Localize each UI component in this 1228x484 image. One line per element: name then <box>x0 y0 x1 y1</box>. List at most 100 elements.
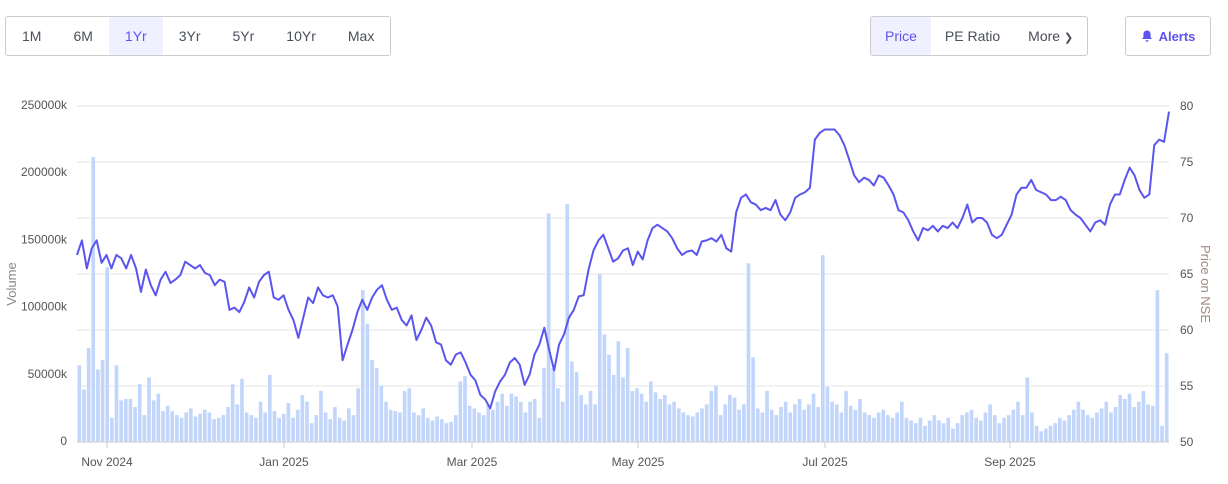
range-tab-1yr[interactable]: 1Yr <box>108 17 163 55</box>
more-dropdown[interactable]: More ❯ <box>1014 17 1087 55</box>
volume-bar <box>123 398 128 442</box>
volume-bar <box>532 398 537 442</box>
volume-bar <box>607 354 611 442</box>
volume-bar <box>258 401 263 442</box>
volume-bar <box>523 412 528 442</box>
y-left-tick: 50000k <box>28 367 68 381</box>
volume-bar <box>398 412 402 442</box>
range-tab-max[interactable]: Max <box>347 28 375 44</box>
volume-bar <box>114 365 119 442</box>
volume-bar <box>765 390 769 442</box>
volume-bar <box>755 408 760 442</box>
volume-bar <box>505 405 509 442</box>
volume-bar <box>960 415 965 442</box>
volume-bar <box>602 334 607 442</box>
volume-bar <box>500 393 505 442</box>
volume-bar <box>356 388 360 442</box>
volume-bar <box>495 401 500 442</box>
volume-bar <box>1011 409 1016 442</box>
volume-bar <box>797 398 802 442</box>
volume-bar <box>268 374 272 442</box>
volume-bar <box>528 401 532 442</box>
range-tab-10yr[interactable]: 10Yr <box>286 28 316 44</box>
volume-bar <box>281 413 286 442</box>
volume-bar <box>221 415 226 442</box>
volume-bar <box>913 423 918 442</box>
volume-bar <box>226 407 230 442</box>
volume-bar <box>1057 417 1062 442</box>
volume-bar <box>1164 353 1169 442</box>
volume-bar <box>272 411 277 442</box>
volume-bar <box>872 417 876 442</box>
volume-bar <box>486 404 491 442</box>
y-left-label: Volume <box>4 262 19 305</box>
volume-bar <box>514 396 518 442</box>
volume-bar <box>904 417 909 442</box>
volume-bar <box>811 393 816 442</box>
range-tab-5yr[interactable]: 5Yr <box>232 28 255 44</box>
volume-bar <box>639 393 644 442</box>
alerts-button[interactable]: Alerts <box>1125 16 1211 56</box>
volume-bar <box>137 384 142 442</box>
volume-bar <box>621 377 625 442</box>
volume-bar <box>370 360 374 442</box>
volume-bar <box>686 415 690 442</box>
volume-bar <box>1039 431 1044 442</box>
range-tab-3yr[interactable]: 3Yr <box>178 28 201 44</box>
volume-bar <box>751 357 755 442</box>
volume-bar <box>834 404 839 442</box>
tab-pe-ratio[interactable]: PE Ratio <box>944 28 1001 44</box>
volume-bar <box>853 409 858 442</box>
y-right-tick: 70 <box>1180 211 1194 225</box>
volume-bar <box>151 400 156 442</box>
volume-bar <box>1030 412 1034 442</box>
volume-bar <box>175 415 179 442</box>
volume-bar <box>876 412 881 442</box>
volume-bar <box>932 415 937 442</box>
volume-bar <box>347 408 351 442</box>
y-right-tick: 65 <box>1180 267 1194 281</box>
y-right-tick: 55 <box>1180 379 1194 393</box>
volume-bar <box>672 401 676 442</box>
volume-bar <box>481 415 486 442</box>
volume-bar <box>723 404 728 442</box>
volume-bar <box>314 415 319 442</box>
volume-bar <box>1085 415 1090 442</box>
y-right-tick: 75 <box>1180 155 1194 169</box>
volume-bar <box>202 409 207 442</box>
volume-bar <box>291 417 295 442</box>
volume-bar <box>714 385 718 442</box>
range-tab-1m[interactable]: 1M <box>22 28 42 44</box>
volume-bar <box>82 389 86 442</box>
volume-bar <box>309 423 314 442</box>
volume-bar <box>695 412 700 442</box>
volume-bar <box>393 411 398 442</box>
volume-bar <box>305 401 309 442</box>
volume-bar <box>662 394 667 442</box>
volume-bar <box>1113 407 1118 442</box>
volume-bar <box>941 423 946 442</box>
volume-bar <box>704 404 709 442</box>
volume-bar <box>351 415 356 442</box>
range-tab-6m[interactable]: 6M <box>73 28 93 44</box>
volume-bar <box>899 401 904 442</box>
volume-bar <box>909 420 913 442</box>
price-line <box>76 111 1170 410</box>
volume-bar <box>1141 390 1146 442</box>
volume-bar <box>997 423 1002 442</box>
volume-bar <box>741 404 746 442</box>
volume-bar <box>978 420 983 442</box>
volume-bar <box>300 394 305 442</box>
tab-price[interactable]: Price <box>871 17 931 55</box>
volume-bar <box>235 404 240 442</box>
volume-bar <box>1104 401 1109 442</box>
chevron-down-icon: ❯ <box>1063 32 1074 44</box>
volume-bar <box>254 417 258 442</box>
volume-bar <box>1076 401 1081 442</box>
volume-bar <box>635 388 639 442</box>
volume-bar <box>463 376 467 442</box>
volume-bar <box>937 420 941 442</box>
volume-bar <box>890 417 895 442</box>
volume-bar <box>593 404 597 442</box>
volume-bar <box>77 365 82 442</box>
